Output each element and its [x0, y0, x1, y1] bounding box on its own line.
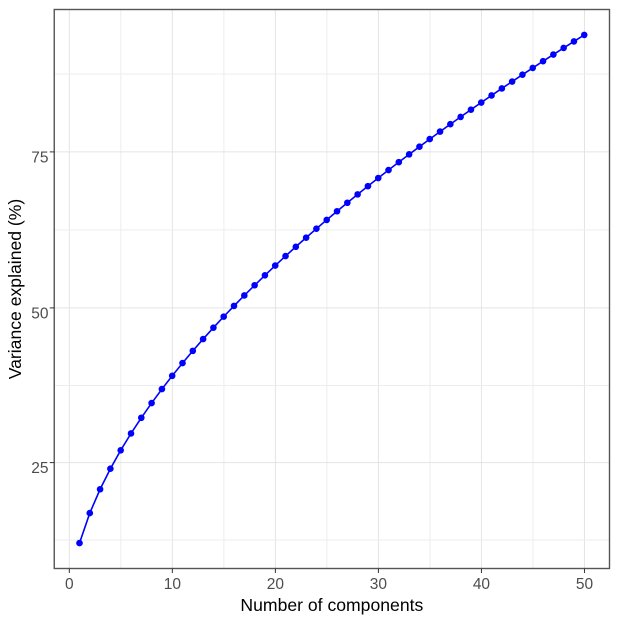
svg-text:40: 40 — [473, 576, 491, 593]
svg-text:20: 20 — [267, 576, 285, 593]
svg-text:10: 10 — [164, 576, 182, 593]
svg-text:50: 50 — [576, 576, 594, 593]
svg-text:25: 25 — [31, 460, 48, 477]
svg-text:Variance explained (%): Variance explained (%) — [5, 199, 25, 380]
svg-text:50: 50 — [31, 305, 49, 322]
svg-text:30: 30 — [370, 576, 388, 593]
svg-text:Number of components: Number of components — [240, 595, 423, 615]
svg-text:0: 0 — [65, 576, 74, 593]
svg-text:75: 75 — [31, 149, 48, 166]
